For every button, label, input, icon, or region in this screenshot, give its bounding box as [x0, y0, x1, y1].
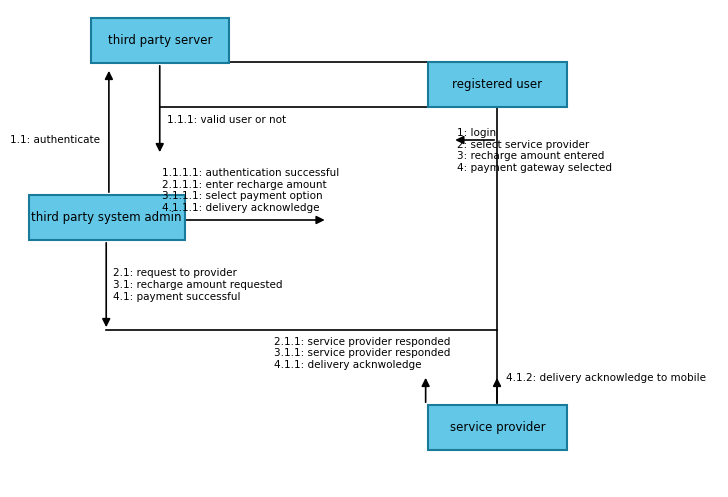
Text: 1.1: authenticate: 1.1: authenticate	[10, 135, 100, 145]
Text: third party server: third party server	[108, 34, 213, 47]
Text: 1.1.1: valid user or not: 1.1.1: valid user or not	[167, 115, 286, 125]
Text: registered user: registered user	[452, 78, 542, 91]
Text: service provider: service provider	[450, 421, 545, 434]
Bar	[91, 18, 229, 63]
Text: 2.1.1: service provider responded
3.1.1: service provider responded
4.1.1: deliv: 2.1.1: service provider responded 3.1.1:…	[274, 337, 451, 370]
Text: 4.1.2: delivery acknowledge to mobile: 4.1.2: delivery acknowledge to mobile	[506, 373, 706, 383]
Bar	[28, 195, 185, 240]
Text: third party system admin: third party system admin	[31, 211, 182, 224]
Text: 1: login
2: select service provider
3: recharge amount entered
4: payment gatewa: 1: login 2: select service provider 3: r…	[457, 128, 612, 173]
Bar	[428, 62, 566, 107]
Text: 2.1: request to provider
3.1: recharge amount requested
4.1: payment successful: 2.1: request to provider 3.1: recharge a…	[114, 268, 283, 302]
Bar	[428, 405, 566, 450]
Text: 1.1.1.1: authentication successful
2.1.1.1: enter recharge amount
3.1.1.1: selec: 1.1.1.1: authentication successful 2.1.1…	[162, 168, 340, 213]
